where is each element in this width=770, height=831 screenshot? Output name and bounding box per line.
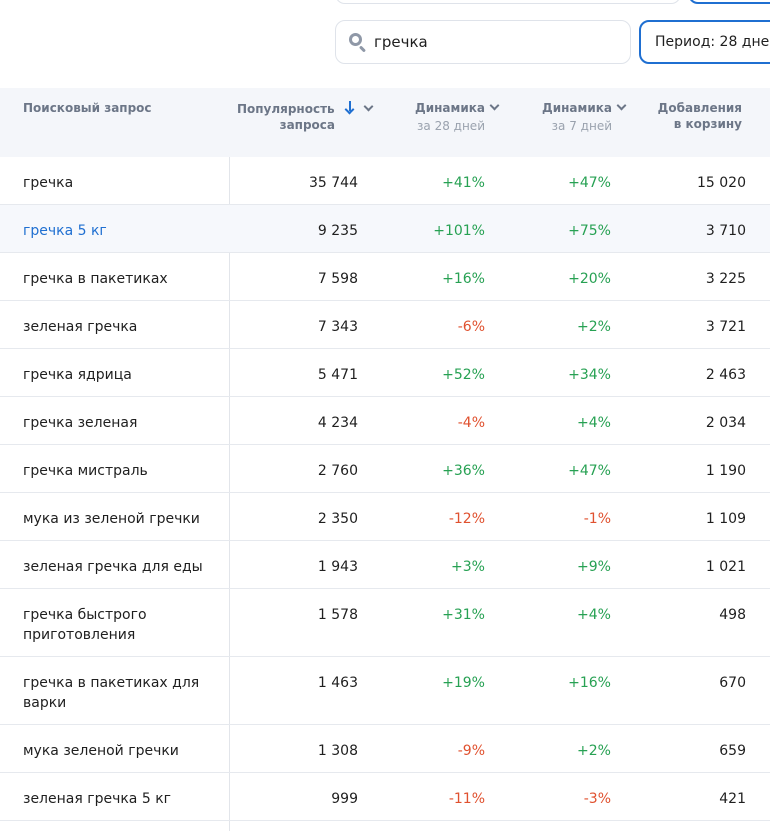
row-dynamics-28: +16% — [442, 271, 485, 287]
row-query-link[interactable]: зеленая гречка — [23, 319, 138, 335]
row-query-link[interactable]: мука зеленой гречки — [23, 743, 179, 759]
row-dynamics-7: +20% — [568, 271, 611, 287]
column-divider — [229, 88, 230, 831]
row-dynamics-7: -3% — [583, 791, 611, 807]
chevron-down-icon — [616, 100, 627, 111]
table-row[interactable]: мука из зеленой гречки 2 350 -12% -1% 1 109 — [0, 493, 770, 541]
search-value: гречка — [374, 33, 428, 51]
row-cart-adds: 498 — [719, 607, 746, 623]
period-button[interactable]: Период: 28 дней — [639, 20, 770, 64]
table-row[interactable]: гречка зеленая 4 234 -4% +4% 2 034 — [0, 397, 770, 445]
row-dynamics-7: +9% — [577, 559, 611, 575]
table-row[interactable]: гречка в пакетиках для варки 1 463 +19% +16… — [0, 657, 770, 725]
table-row[interactable]: гречка мистраль 2 760 +36% +47% 1 190 — [0, 445, 770, 493]
row-popularity: 4 234 — [317, 415, 358, 431]
table-header: Поисковый запрос Популярность запроса Ди… — [0, 88, 770, 157]
row-dynamics-7: +2% — [577, 319, 611, 335]
table-row[interactable]: гречка быстрого приготовления 1 578 +31% +4… — [0, 589, 770, 657]
row-popularity: 999 — [331, 791, 358, 807]
row-dynamics-28: -4% — [457, 415, 485, 431]
table-row[interactable]: гречка ядрица 5 471 +52% +34% 2 463 — [0, 349, 770, 397]
queries-table: Поисковый запрос Популярность запроса Ди… — [0, 88, 770, 831]
table-row[interactable]: зеленая гречка 7 343 -6% +2% 3 721 — [0, 301, 770, 349]
chevron-down-icon — [489, 100, 500, 111]
row-cart-adds: 1 021 — [705, 559, 746, 575]
row-query-link[interactable]: гречка быстрого приготовления — [23, 607, 147, 643]
row-cart-adds: 2 034 — [705, 415, 746, 431]
row-dynamics-28: +31% — [442, 607, 485, 623]
header-cart[interactable]: Добавления в корзину — [657, 101, 742, 131]
table-row[interactable]: гречка в пакетиках 7 598 +16% +20% 3 225 — [0, 253, 770, 301]
row-dynamics-7: +4% — [577, 607, 611, 623]
row-query-link[interactable]: зеленая гречка 5 кг — [23, 791, 172, 807]
row-popularity: 9 235 — [317, 223, 358, 239]
row-popularity: 1 578 — [317, 607, 358, 623]
row-dynamics-28: -9% — [457, 743, 485, 759]
row-popularity: 1 943 — [317, 559, 358, 575]
table-row[interactable]: гречка 35 744 +41% +47% 15 020 — [0, 157, 770, 205]
search-icon — [348, 32, 368, 53]
row-dynamics-28: +101% — [433, 223, 485, 239]
row-cart-adds: 3 225 — [705, 271, 746, 287]
table-row[interactable]: мука зеленой гречки 1 308 -9% +2% 659 — [0, 725, 770, 773]
row-dynamics-7: +4% — [577, 415, 611, 431]
row-popularity: 5 471 — [317, 367, 358, 383]
row-dynamics-28: +3% — [451, 559, 485, 575]
row-query-link[interactable]: гречка ядрица — [23, 367, 132, 383]
row-dynamics-7: -1% — [583, 511, 611, 527]
row-popularity: 35 744 — [309, 175, 358, 191]
chevron-down-icon — [363, 101, 374, 112]
row-query-link[interactable]: гречка в пакетиках для варки — [23, 675, 200, 711]
row-cart-adds: 1 109 — [705, 511, 746, 527]
row-dynamics-7: +47% — [568, 175, 611, 191]
row-cart-adds: 3 721 — [705, 319, 746, 335]
row-dynamics-28: +19% — [442, 675, 485, 691]
search-input[interactable]: гречка — [335, 20, 631, 64]
row-dynamics-7: +34% — [568, 367, 611, 383]
row-popularity: 1 308 — [317, 743, 358, 759]
row-dynamics-28: +36% — [442, 463, 485, 479]
row-popularity: 7 598 — [317, 271, 358, 287]
row-dynamics-28: +41% — [442, 175, 485, 191]
row-cart-adds: 659 — [719, 743, 746, 759]
header-popularity[interactable]: Популярность запроса — [237, 100, 374, 133]
row-cart-adds: 15 020 — [697, 175, 746, 191]
row-dynamics-28: -6% — [457, 319, 485, 335]
row-cart-adds: 421 — [719, 791, 746, 807]
row-dynamics-7: +47% — [568, 463, 611, 479]
row-cart-adds: 670 — [719, 675, 746, 691]
sort-desc-icon — [344, 101, 355, 115]
row-popularity: 7 343 — [317, 319, 358, 335]
row-dynamics-28: -12% — [448, 511, 485, 527]
top-filter-partial[interactable] — [335, 0, 681, 4]
row-dynamics-28: -11% — [448, 791, 485, 807]
header-dyn7[interactable]: Динамика за 7 дней — [542, 100, 627, 134]
row-cart-adds: 1 190 — [705, 463, 746, 479]
header-query[interactable]: Поисковый запрос — [23, 101, 152, 115]
row-cart-adds: 3 710 — [705, 223, 746, 239]
row-query-link[interactable]: гречка в пакетиках — [23, 271, 168, 287]
row-query-link[interactable]: зеленая гречка для еды — [23, 559, 203, 575]
row-query-link[interactable]: гречка 5 кг — [23, 223, 107, 239]
table-body: гречка 35 744 +41% +47% 15 020 гречка 5 кг 9 2… — [0, 157, 770, 821]
row-query-link[interactable]: гречка мистраль — [23, 463, 148, 479]
row-dynamics-28: +52% — [442, 367, 485, 383]
row-query-link[interactable]: гречка — [23, 175, 74, 191]
top-button-partial[interactable] — [688, 0, 770, 4]
row-popularity: 1 463 — [317, 675, 358, 691]
table-row[interactable]: зеленая гречка 5 кг 999 -11% -3% 421 — [0, 773, 770, 821]
table-row[interactable]: гречка 5 кг 9 235 +101% +75% 3 710 — [0, 205, 770, 253]
row-dynamics-7: +16% — [568, 675, 611, 691]
header-dyn28[interactable]: Динамика за 28 дней — [415, 100, 500, 134]
table-row[interactable]: зеленая гречка для еды 1 943 +3% +9% 1 021 — [0, 541, 770, 589]
row-dynamics-7: +2% — [577, 743, 611, 759]
row-dynamics-7: +75% — [568, 223, 611, 239]
row-cart-adds: 2 463 — [705, 367, 746, 383]
row-query-link[interactable]: гречка зеленая — [23, 415, 138, 431]
row-popularity: 2 350 — [317, 511, 358, 527]
row-query-link[interactable]: мука из зеленой гречки — [23, 511, 200, 527]
row-popularity: 2 760 — [317, 463, 358, 479]
